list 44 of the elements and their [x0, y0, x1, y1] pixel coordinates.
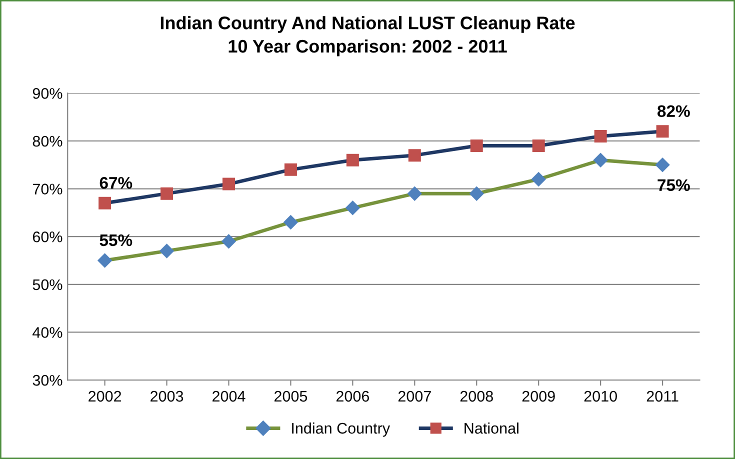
chart-title: Indian Country And National LUST Cleanup Rate 10 Year Comparison: 2002 - 2011 [160, 16, 575, 56]
point [284, 215, 298, 230]
x-tick-label: 2011 [646, 390, 678, 402]
y-tick-label: 90% [32, 88, 62, 99]
point [532, 140, 545, 152]
y-tick-label: 30% [32, 374, 62, 386]
point [222, 234, 236, 248]
point [222, 178, 235, 190]
x-tick-label: 2006 [336, 390, 370, 402]
y-tick-label: 60% [32, 231, 62, 242]
x-tick-label: 2004 [212, 390, 246, 402]
data-label: 55% [100, 234, 132, 246]
point [470, 140, 483, 152]
y-tick-label: 70% [32, 184, 62, 194]
point [284, 163, 297, 176]
point [594, 130, 607, 142]
point [346, 200, 360, 216]
x-tick-label: 2008 [460, 390, 493, 402]
x-tick-label: 2010 [584, 390, 617, 402]
point [160, 244, 174, 258]
point [98, 196, 112, 210]
point [593, 153, 608, 168]
point [408, 186, 422, 201]
point [346, 154, 359, 166]
point [160, 187, 174, 200]
point [408, 149, 421, 162]
x-tick-label: 2002 [88, 390, 122, 402]
y-tick-label: 50% [32, 279, 62, 290]
data-label: 67% [100, 176, 132, 189]
point [655, 158, 670, 172]
y-tick-label: 40% [32, 327, 62, 338]
point [470, 186, 484, 201]
data-label: 75% [658, 179, 690, 192]
legend-label: Indian Country [292, 422, 390, 437]
x-tick-label: 2009 [522, 390, 555, 402]
data-label: 82% [658, 105, 690, 118]
x-tick-label: 2003 [150, 390, 184, 402]
legend-label: National [464, 422, 518, 434]
point [98, 253, 112, 268]
point [656, 125, 669, 138]
x-tick-label: 2007 [398, 390, 431, 402]
x-tick-label: 2005 [274, 390, 308, 402]
y-tick-label: 80% [32, 136, 62, 147]
point [532, 172, 546, 186]
